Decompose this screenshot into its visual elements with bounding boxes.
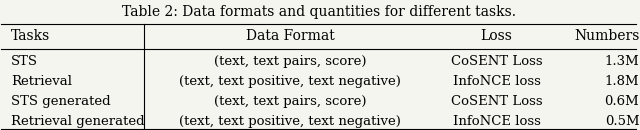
Text: Loss: Loss <box>481 29 513 43</box>
Text: (text, text pairs, score): (text, text pairs, score) <box>214 95 367 108</box>
Text: Table 2: Data formats and quantities for different tasks.: Table 2: Data formats and quantities for… <box>122 5 516 19</box>
Text: STS: STS <box>11 55 38 68</box>
Text: 0.6M: 0.6M <box>605 95 639 108</box>
Text: (text, text positive, text negative): (text, text positive, text negative) <box>179 75 401 88</box>
Text: 0.5M: 0.5M <box>605 115 639 128</box>
Text: InfoNCE loss: InfoNCE loss <box>452 115 540 128</box>
Text: 1.3M: 1.3M <box>605 55 639 68</box>
Text: STS generated: STS generated <box>11 95 111 108</box>
Text: Numbers: Numbers <box>574 29 639 43</box>
Text: Retrieval generated: Retrieval generated <box>11 115 145 128</box>
Text: Tasks: Tasks <box>11 29 50 43</box>
Text: InfoNCE loss: InfoNCE loss <box>452 75 540 88</box>
Text: CoSENT Loss: CoSENT Loss <box>451 95 542 108</box>
Text: Data Format: Data Format <box>246 29 335 43</box>
Text: (text, text pairs, score): (text, text pairs, score) <box>214 55 367 68</box>
Text: Retrieval: Retrieval <box>11 75 72 88</box>
Text: CoSENT Loss: CoSENT Loss <box>451 55 542 68</box>
Text: (text, text positive, text negative): (text, text positive, text negative) <box>179 115 401 128</box>
Text: 1.8M: 1.8M <box>605 75 639 88</box>
